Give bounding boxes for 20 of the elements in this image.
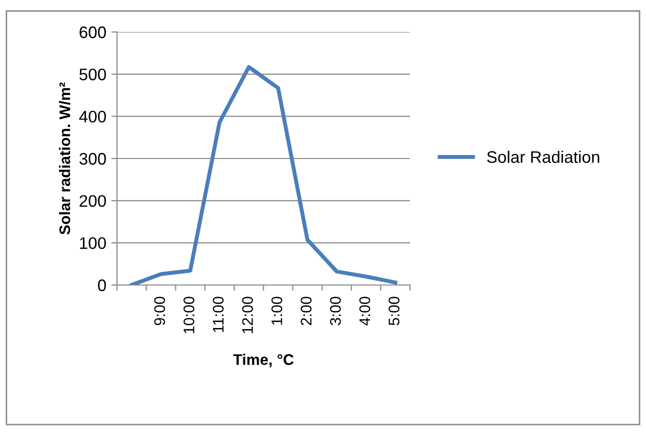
y-tick-label: 500: [79, 68, 106, 80]
x-tick-label: 9:00: [154, 296, 166, 326]
x-tick-label: 11:00: [212, 296, 224, 332]
x-tick-label: 1:00: [271, 296, 282, 325]
x-tick-label: 4:00: [359, 296, 370, 326]
line-series: [130, 65, 398, 285]
x-tick-label: 5:00: [388, 296, 400, 326]
x-tick-label: 2:00: [300, 296, 312, 326]
y-tick-label: 0: [98, 279, 106, 292]
y-tick-label: 200: [80, 195, 106, 207]
x-tick-label: 3:00: [330, 296, 341, 326]
x-tick-label: 12:00: [242, 296, 253, 334]
y-axis-title: Solar radiation. W/m²: [58, 82, 70, 234]
y-tick-label: 600: [80, 26, 106, 38]
x-tick-label: 10:00: [184, 296, 194, 334]
y-tick-label: 100: [80, 237, 106, 250]
y-tick-label: 400: [79, 110, 106, 123]
legend-label: Solar Radiation: [487, 150, 600, 163]
y-tick-label: 300: [79, 152, 106, 165]
x-axis-title: Time, °C: [233, 354, 294, 368]
